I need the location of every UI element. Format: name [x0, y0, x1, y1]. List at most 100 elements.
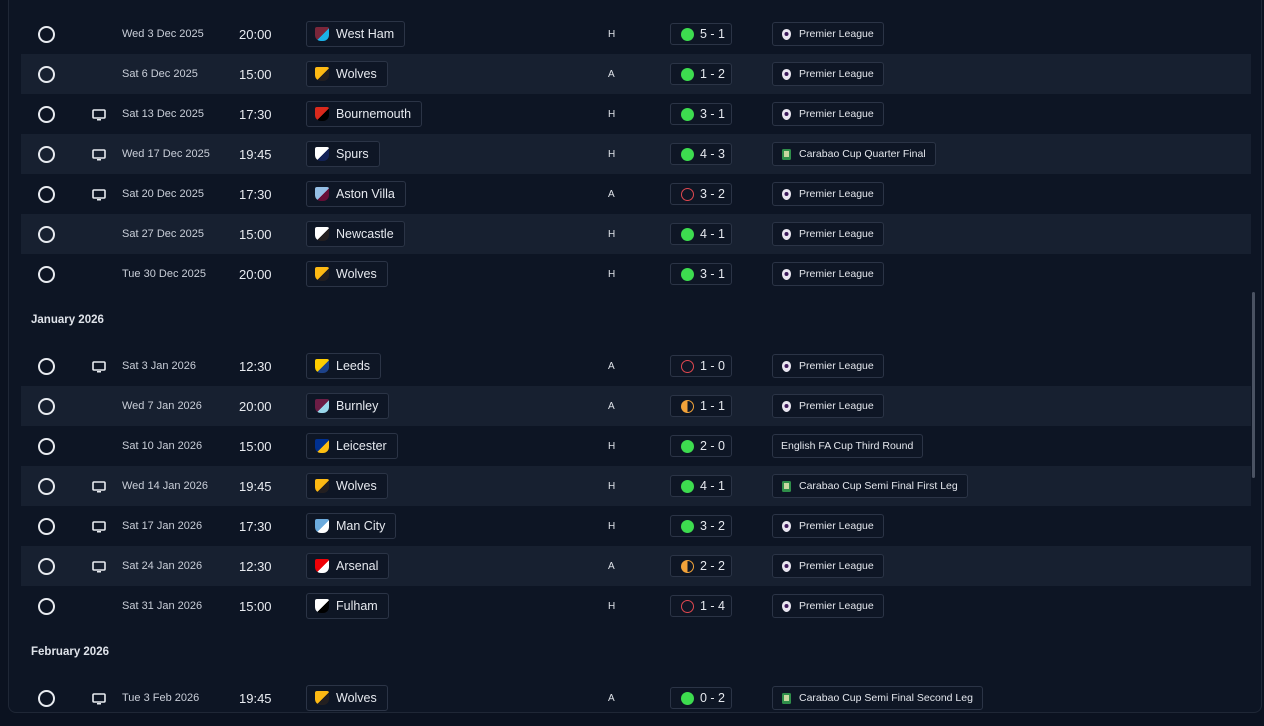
venue-label: H: [608, 600, 616, 612]
result-badge[interactable]: 4 - 1: [670, 475, 732, 497]
result-badge[interactable]: 1 - 4: [670, 595, 732, 617]
opponent-name: Leicester: [336, 439, 387, 453]
result-badge[interactable]: 3 - 1: [670, 263, 732, 285]
opponent-button[interactable]: Leeds: [306, 353, 382, 379]
fixture-row[interactable]: Tue 3 Feb 2026 19:45 Wolves A 0 - 2 Carabao C…: [21, 678, 1251, 712]
venue-label: H: [608, 440, 616, 452]
opponent-button[interactable]: Wolves: [306, 61, 388, 87]
result-win-icon: [681, 691, 694, 705]
result-badge[interactable]: 3 - 2: [670, 515, 732, 537]
opponent-button[interactable]: West Ham: [306, 21, 406, 47]
result-badge[interactable]: 1 - 2: [670, 63, 732, 85]
venue-label: H: [608, 228, 616, 240]
opponent-button[interactable]: Arsenal: [306, 553, 390, 579]
opponent-button[interactable]: Aston Villa: [306, 181, 406, 207]
competition-button[interactable]: Premier League: [772, 354, 884, 378]
venue-label: A: [608, 560, 615, 572]
select-circle-icon[interactable]: [38, 517, 55, 535]
tv-broadcast-icon: [92, 561, 106, 573]
opponent-button[interactable]: Newcastle: [306, 221, 405, 247]
result-badge[interactable]: 4 - 3: [670, 143, 732, 165]
venue-label: A: [608, 188, 615, 200]
fixture-row[interactable]: Tue 30 Dec 2025 20:00 Wolves H 3 - 1 Premier …: [21, 254, 1251, 294]
kickoff-time: 15:00: [239, 66, 272, 82]
select-circle-icon[interactable]: [38, 597, 55, 615]
score: 4 - 1: [700, 227, 726, 241]
competition-button[interactable]: Premier League: [772, 514, 884, 538]
opponent-button[interactable]: Leicester: [306, 433, 398, 459]
result-badge[interactable]: 2 - 0: [670, 435, 732, 457]
fixture-row[interactable]: Wed 17 Dec 2025 19:45 Spurs H 4 - 3 Carabao C…: [21, 134, 1251, 174]
result-badge[interactable]: 3 - 2: [670, 183, 732, 205]
competition-button[interactable]: Premier League: [772, 262, 884, 286]
fixture-row[interactable]: Sat 17 Jan 2026 17:30 Man City H 3 - 2 Premie…: [21, 506, 1251, 546]
select-circle-icon[interactable]: [38, 145, 55, 163]
opponent-button[interactable]: Wolves: [306, 473, 388, 499]
fixture-row[interactable]: Sat 27 Dec 2025 15:00 Newcastle H 4 - 1 Premi…: [21, 214, 1251, 254]
select-circle-icon[interactable]: [38, 437, 55, 455]
competition-button[interactable]: Premier League: [772, 394, 884, 418]
result-win-icon: [681, 67, 694, 81]
fixture-row[interactable]: Sat 10 Jan 2026 15:00 Leicester H 2 - 0 Engli…: [21, 426, 1251, 466]
fixture-row[interactable]: Sat 13 Dec 2025 17:30 Bournemouth H 3 - 1 Pre…: [21, 94, 1251, 134]
fixture-date: Sat 31 Jan 2026: [122, 600, 203, 612]
competition-name: Premier League: [799, 188, 874, 200]
opponent-button[interactable]: Man City: [306, 513, 397, 539]
competition-button[interactable]: Premier League: [772, 594, 884, 618]
select-circle-icon[interactable]: [38, 689, 55, 707]
competition-button[interactable]: Carabao Cup Quarter Final: [772, 142, 936, 166]
competition-button[interactable]: Premier League: [772, 22, 884, 46]
tv-broadcast-icon: [92, 361, 106, 373]
competition-button[interactable]: Carabao Cup Semi Final First Leg: [772, 474, 968, 498]
fixture-row[interactable]: Wed 14 Jan 2026 19:45 Wolves H 4 - 1 Carabao …: [21, 466, 1251, 506]
fixture-row[interactable]: Sat 20 Dec 2025 17:30 Aston Villa A 3 - 2 Pre…: [21, 174, 1251, 214]
opponent-button[interactable]: Burnley: [306, 393, 390, 419]
opponent-button[interactable]: Wolves: [306, 261, 388, 287]
result-badge[interactable]: 3 - 1: [670, 103, 732, 125]
result-badge[interactable]: 1 - 1: [670, 395, 732, 417]
select-circle-icon[interactable]: [38, 225, 55, 243]
kickoff-time: 19:45: [239, 478, 272, 494]
opponent-button[interactable]: Bournemouth: [306, 101, 423, 127]
competition-button[interactable]: Premier League: [772, 102, 884, 126]
score: 4 - 1: [700, 479, 726, 493]
result-badge[interactable]: 0 - 2: [670, 687, 732, 709]
venue-label: H: [608, 480, 616, 492]
fixture-date: Tue 30 Dec 2025: [122, 268, 206, 280]
competition-button[interactable]: Premier League: [772, 222, 884, 246]
fixture-row[interactable]: Sat 24 Jan 2026 12:30 Arsenal A 2 - 2 Premier…: [21, 546, 1251, 586]
competition-button[interactable]: Premier League: [772, 554, 884, 578]
select-circle-icon[interactable]: [38, 357, 55, 375]
score: 2 - 0: [700, 439, 726, 453]
fixture-row[interactable]: Wed 3 Dec 2025 20:00 West Ham H 5 - 1 Premier…: [21, 14, 1251, 54]
result-badge[interactable]: 5 - 1: [670, 23, 732, 45]
select-circle-icon[interactable]: [38, 557, 55, 575]
opponent-button[interactable]: Wolves: [306, 685, 388, 711]
result-badge[interactable]: 2 - 2: [670, 555, 732, 577]
competition-button[interactable]: Premier League: [772, 182, 884, 206]
opponent-name: Arsenal: [336, 559, 379, 573]
select-circle-icon[interactable]: [38, 185, 55, 203]
select-circle-icon[interactable]: [38, 477, 55, 495]
scrollbar[interactable]: [1252, 292, 1255, 478]
result-win-icon: [681, 479, 694, 493]
select-circle-icon[interactable]: [38, 105, 55, 123]
fixture-row[interactable]: Sat 31 Jan 2026 15:00 Fulham H 1 - 4 Premier …: [21, 586, 1251, 626]
competition-button[interactable]: Premier League: [772, 62, 884, 86]
fixture-row[interactable]: Sat 3 Jan 2026 12:30 Leeds A 1 - 0 Premier Le…: [21, 346, 1251, 386]
select-circle-icon[interactable]: [38, 65, 55, 83]
result-badge[interactable]: 1 - 0: [670, 355, 732, 377]
fixture-date: Wed 3 Dec 2025: [122, 28, 204, 40]
fixture-row[interactable]: Wed 7 Jan 2026 20:00 Burnley A 1 - 1 Premier …: [21, 386, 1251, 426]
select-circle-icon[interactable]: [38, 265, 55, 283]
result-win-icon: [681, 439, 694, 453]
select-circle-icon[interactable]: [38, 397, 55, 415]
opponent-button[interactable]: Fulham: [306, 593, 389, 619]
result-badge[interactable]: 4 - 1: [670, 223, 732, 245]
competition-button[interactable]: English FA Cup Third Round: [772, 434, 924, 458]
competition-button[interactable]: Carabao Cup Semi Final Second Leg: [772, 686, 983, 710]
select-circle-icon[interactable]: [38, 25, 55, 43]
fixture-row[interactable]: Sat 6 Dec 2025 15:00 Wolves A 1 - 2 Premier L…: [21, 54, 1251, 94]
opponent-button[interactable]: Spurs: [306, 141, 380, 167]
fixture-date: Sat 20 Dec 2025: [122, 188, 204, 200]
